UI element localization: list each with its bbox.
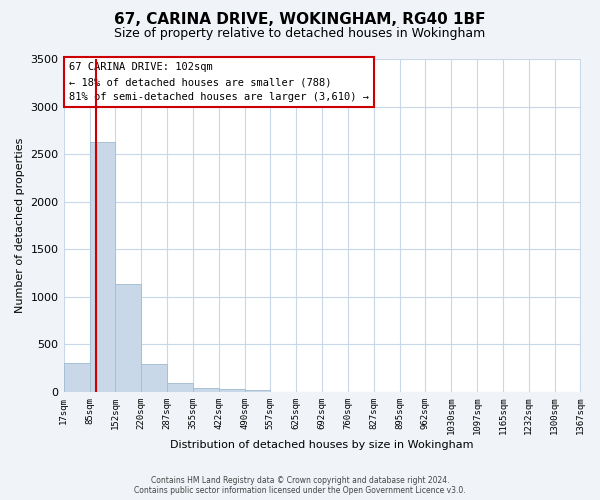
Text: Contains HM Land Registry data © Crown copyright and database right 2024.
Contai: Contains HM Land Registry data © Crown c… [134,476,466,495]
Bar [115,284,141,392]
X-axis label: Distribution of detached houses by size in Wokingham: Distribution of detached houses by size … [170,440,474,450]
Text: Size of property relative to detached houses in Wokingham: Size of property relative to detached ho… [115,28,485,40]
Bar [245,390,271,392]
Text: 67 CARINA DRIVE: 102sqm
← 18% of detached houses are smaller (788)
81% of semi-d: 67 CARINA DRIVE: 102sqm ← 18% of detache… [69,62,369,102]
Bar [64,364,89,392]
Text: 67, CARINA DRIVE, WOKINGHAM, RG40 1BF: 67, CARINA DRIVE, WOKINGHAM, RG40 1BF [114,12,486,28]
Bar [141,364,167,392]
Bar [193,388,218,392]
Y-axis label: Number of detached properties: Number of detached properties [15,138,25,313]
Bar [167,384,193,392]
Bar [218,389,245,392]
Bar [89,142,115,392]
